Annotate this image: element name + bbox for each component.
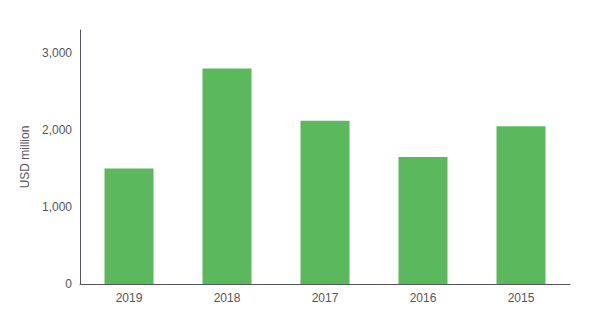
svg-text:2015: 2015 [508,291,535,305]
svg-text:2019: 2019 [116,291,143,305]
svg-text:2,000: 2,000 [42,123,72,137]
svg-text:USD million: USD million [18,126,32,189]
svg-text:2018: 2018 [214,291,241,305]
svg-text:3,000: 3,000 [42,46,72,60]
svg-text:1,000: 1,000 [42,200,72,214]
svg-text:2016: 2016 [410,291,437,305]
svg-text:0: 0 [65,277,72,291]
svg-text:2017: 2017 [312,291,339,305]
